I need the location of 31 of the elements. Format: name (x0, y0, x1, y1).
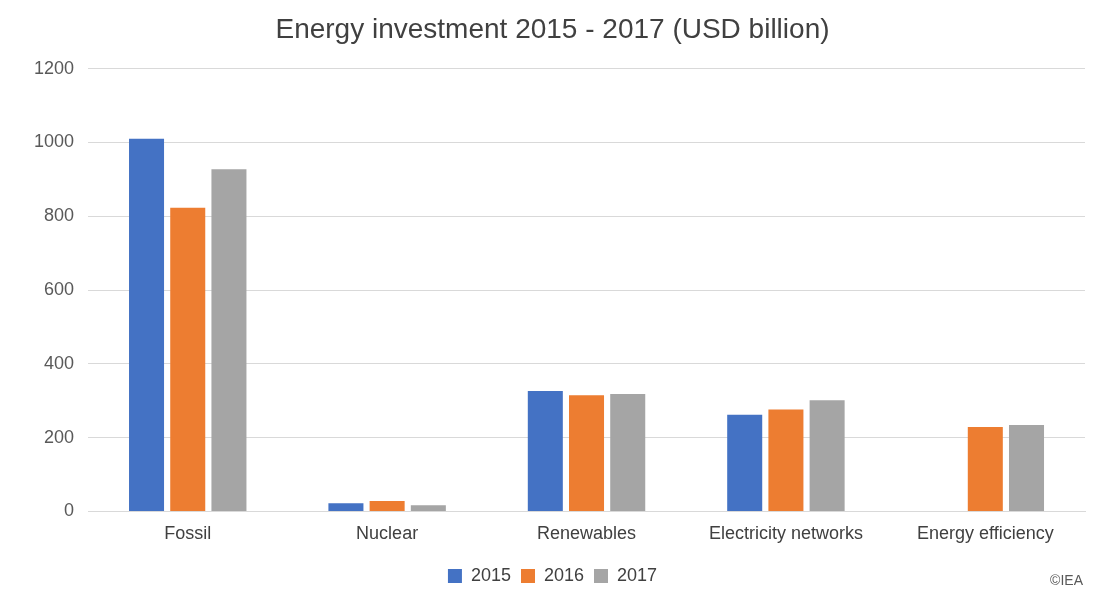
x-tick-label: Energy efficiency (916, 523, 1054, 544)
bar (569, 395, 605, 511)
y-tick-label: 200 (44, 426, 75, 447)
y-tick-label: 800 (44, 205, 75, 226)
bar (1009, 425, 1045, 511)
bar (809, 400, 845, 511)
y-tick-label: 600 (44, 278, 75, 299)
bar (527, 391, 563, 511)
y-tick-label: 0 (64, 500, 75, 521)
bar (768, 409, 804, 511)
bar (129, 138, 165, 511)
bar (369, 501, 405, 511)
legend-label: 2017 (617, 564, 658, 585)
x-tick-label: Electricity networks (708, 523, 863, 544)
x-tick-label: Nuclear (356, 523, 419, 544)
bar (727, 414, 763, 511)
bar (967, 426, 1003, 511)
bar (410, 505, 446, 511)
bar (170, 207, 206, 511)
bar (211, 169, 247, 511)
y-tick-label: 1200 (34, 57, 75, 78)
chart-title: Energy investment 2015 - 2017 (USD billion) (275, 12, 830, 44)
bar (328, 503, 364, 511)
legend-label: 2015 (470, 564, 511, 585)
x-tick-label: Renewables (536, 523, 637, 544)
y-tick-label: 1000 (34, 131, 75, 152)
legend-label: 2016 (543, 564, 585, 585)
bar (610, 394, 646, 511)
y-tick-label: 400 (44, 352, 75, 373)
text: ©IEA (1050, 572, 1083, 588)
x-tick-label: Fossil (164, 523, 212, 544)
